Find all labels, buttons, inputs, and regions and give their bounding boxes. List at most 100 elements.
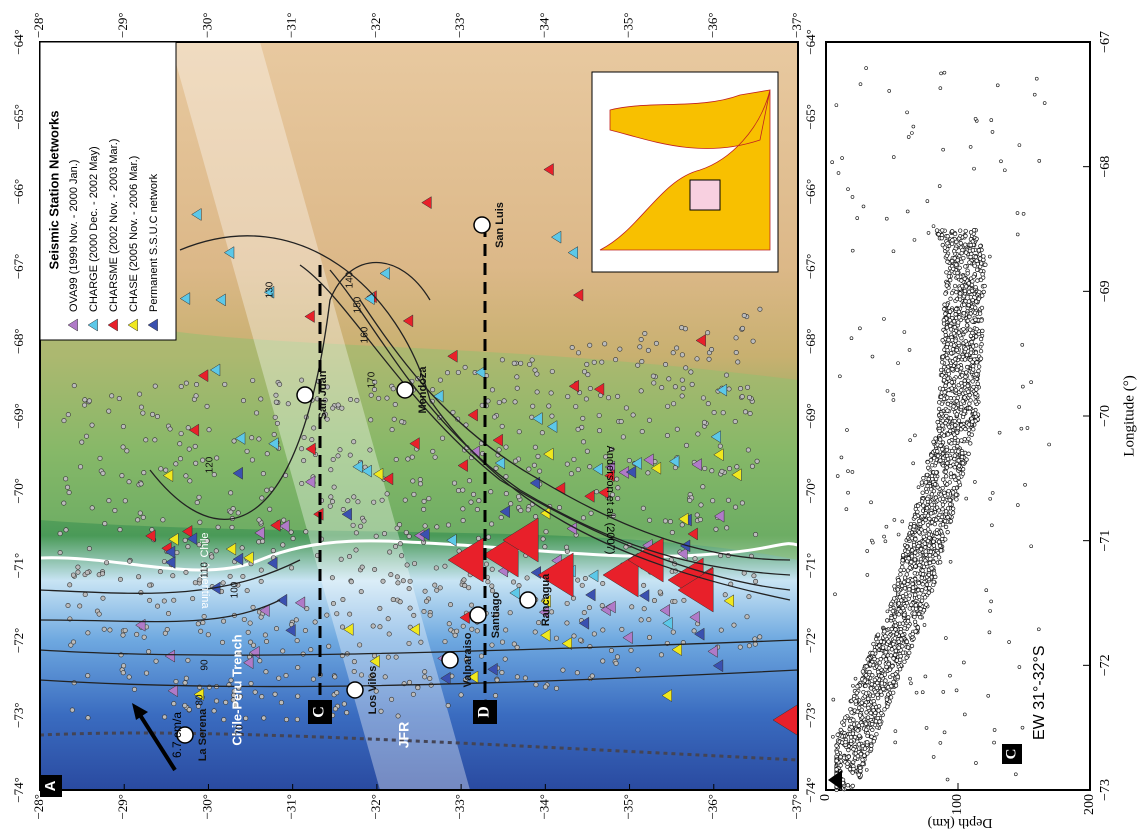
event (963, 250, 969, 255)
inset-box (689, 179, 721, 211)
event (187, 478, 193, 484)
event (939, 71, 943, 76)
event (960, 247, 965, 253)
event (1029, 380, 1033, 384)
event (745, 447, 751, 453)
event (979, 318, 984, 323)
event (913, 564, 918, 569)
event (891, 679, 896, 685)
event (893, 623, 898, 628)
event (710, 498, 716, 504)
event (970, 419, 975, 424)
event (609, 446, 615, 452)
lon-tick-label: −74° (11, 777, 26, 803)
event (883, 657, 889, 662)
event (533, 514, 539, 520)
section-title: EW 31°-32°S (1031, 645, 1048, 740)
city (346, 681, 364, 699)
event (928, 458, 933, 463)
event (980, 272, 985, 277)
station (369, 654, 380, 668)
event (393, 456, 399, 462)
lat-tick-label: −30° (199, 12, 214, 38)
event (909, 602, 914, 607)
event (885, 389, 890, 393)
event (912, 557, 918, 562)
event (897, 667, 903, 672)
lat-tick-label: −30° (199, 794, 214, 820)
event (915, 625, 921, 630)
event (466, 585, 472, 591)
event (309, 437, 315, 443)
event (683, 365, 689, 371)
event (376, 395, 382, 401)
event (731, 622, 737, 628)
event (900, 621, 906, 626)
lat-tick-label: −37° (789, 12, 804, 38)
event (580, 515, 586, 521)
event (865, 657, 870, 662)
event (975, 381, 980, 386)
event (570, 595, 576, 601)
event (963, 228, 968, 234)
event (863, 673, 869, 678)
event (606, 395, 612, 401)
contour-label: 70 (235, 724, 246, 736)
station (694, 627, 705, 641)
event (963, 242, 968, 247)
event (101, 626, 107, 632)
event (904, 639, 909, 644)
event (913, 550, 918, 555)
event (311, 425, 317, 431)
event (957, 286, 962, 291)
event (516, 494, 522, 500)
event (934, 531, 940, 536)
event (339, 624, 345, 630)
event (992, 740, 996, 745)
event (968, 230, 974, 235)
event (262, 632, 268, 638)
event (679, 522, 685, 528)
event (565, 394, 571, 400)
event (870, 651, 875, 656)
event (959, 454, 965, 460)
event (962, 437, 967, 442)
event (518, 360, 524, 366)
event (907, 587, 912, 592)
place-label: Mendoza (417, 366, 429, 414)
event (940, 447, 945, 452)
event (434, 587, 440, 593)
event (494, 611, 500, 617)
event (913, 433, 917, 438)
event (947, 309, 953, 314)
event (720, 410, 726, 416)
event (70, 639, 76, 645)
event (882, 534, 886, 539)
station (499, 505, 510, 519)
event (529, 357, 535, 363)
event (281, 517, 287, 523)
event (724, 525, 730, 531)
event (183, 569, 189, 575)
event (476, 498, 482, 504)
station (162, 469, 174, 483)
event (910, 585, 916, 590)
event (518, 507, 524, 513)
event (667, 519, 673, 525)
event (186, 707, 192, 713)
lon-tick-label: −65° (11, 104, 26, 130)
event (534, 389, 540, 395)
event (709, 347, 715, 353)
event (938, 443, 943, 448)
event (240, 573, 246, 579)
event (948, 396, 953, 401)
event (735, 359, 741, 365)
event (846, 187, 850, 191)
event (70, 572, 76, 578)
source-label: Anderson et al. (2007) (604, 446, 616, 555)
event (944, 413, 949, 419)
event (889, 647, 895, 652)
event (850, 248, 855, 253)
event (882, 629, 887, 634)
event (951, 266, 956, 272)
